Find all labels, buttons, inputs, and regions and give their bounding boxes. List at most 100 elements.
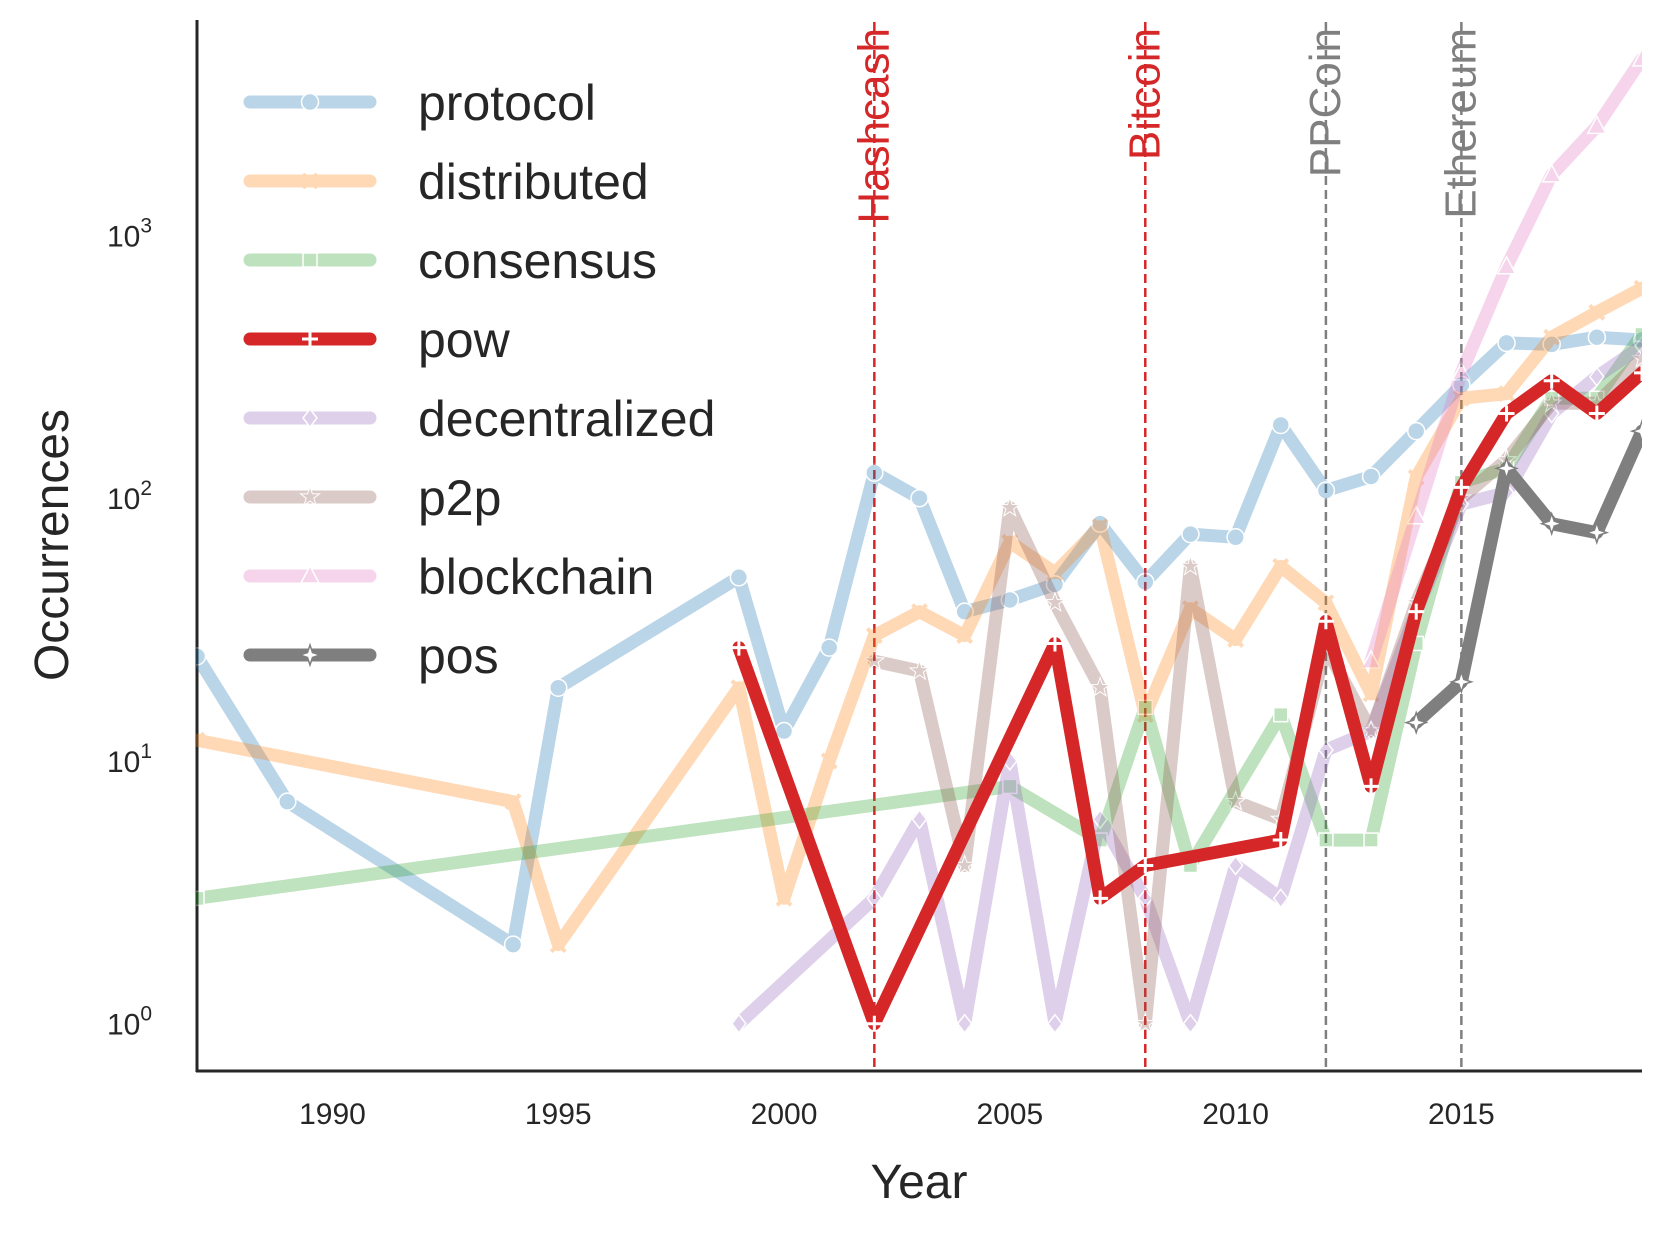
data-point-distributed-2002 [865, 627, 883, 645]
y-axis-ticks: 100 101 102 103 [107, 214, 152, 1041]
data-point-p2p-2005 [998, 496, 1021, 518]
data-point-protocol-2012 [1316, 481, 1336, 500]
y-tick-label-100: 102 [107, 477, 152, 516]
legend-marker-protocol [300, 92, 320, 112]
legend-swatch-consensus [243, 252, 377, 268]
data-point-distributed-2015 [1452, 389, 1470, 407]
data-point-consensus-2017 [1543, 390, 1560, 407]
data-point-pow-2006 [1046, 635, 1063, 652]
series-line-protocol [196, 330, 1642, 952]
legend-label-p2p: p2p [418, 470, 501, 526]
series-line-pos [1409, 424, 1642, 730]
data-point-distributed-1987 [196, 731, 206, 749]
series-line-distributed [196, 281, 1642, 952]
x-tick-label-1995: 1995 [525, 1098, 592, 1131]
series-protocol [196, 327, 1642, 954]
event-label-ppcoin: PPCoin [1301, 28, 1350, 177]
data-point-pow-2011 [1272, 832, 1289, 849]
series-line-p2p [867, 352, 1642, 1031]
legend-label-decentralized: decentralized [418, 391, 715, 447]
data-point-protocol-2003 [910, 488, 929, 508]
data-point-distributed-2019 [1633, 279, 1642, 297]
data-point-distributed-2004 [956, 627, 974, 645]
data-point-consensus-2013 [1363, 832, 1379, 848]
series-line-blockchain [1364, 52, 1642, 668]
data-point-decentralized-2010 [1227, 855, 1244, 876]
data-point-distributed-2010 [1227, 631, 1245, 648]
data-series [196, 47, 1642, 1034]
y-axis-label: Occurrences [26, 409, 79, 681]
data-point-p2p-2008 [1134, 1012, 1157, 1034]
legend-swatch-blockchain [243, 564, 377, 584]
data-point-distributed-1995 [549, 936, 567, 954]
series-distributed [196, 279, 1642, 954]
data-point-decentralized-2003 [911, 809, 928, 830]
event-label-hashcash: Hashcash [849, 28, 898, 224]
legend-item-p2p: p2p [243, 470, 501, 526]
data-point-blockchain-2014 [1405, 505, 1427, 525]
data-point-blockchain-2013 [1360, 649, 1382, 669]
series-pos [1403, 418, 1642, 736]
data-point-decentralized-2006 [1047, 1013, 1063, 1034]
data-point-distributed-2013 [1362, 685, 1380, 703]
legend-marker-consensus [302, 252, 318, 268]
data-point-distributed-1999 [730, 679, 748, 697]
data-point-distributed-2001 [820, 752, 838, 770]
data-point-pow-2012 [1317, 613, 1334, 630]
legend-item-pow: pow [243, 312, 511, 368]
series-pow [730, 364, 1642, 1032]
legend-marker-p2p [299, 485, 321, 507]
legend-swatch-p2p [243, 485, 377, 507]
data-point-blockchain-2019 [1631, 47, 1642, 67]
legend-marker-distributed [301, 172, 319, 190]
data-point-distributed-2017 [1543, 328, 1561, 346]
event-label-bitcoin: Bitcoin [1120, 28, 1169, 160]
data-point-p2p-2007 [1089, 676, 1112, 698]
x-tick-label-1990: 1990 [299, 1098, 366, 1131]
data-point-blockchain-2017 [1541, 163, 1562, 183]
event-markers: Hashcash Bitcoin PPCoin Ethereum [849, 22, 1485, 1071]
legend-label-pow: pow [418, 312, 511, 368]
data-point-consensus-2011 [1273, 706, 1289, 723]
data-point-pos-2015 [1448, 669, 1474, 695]
data-point-decentralized-2013 [1363, 720, 1380, 742]
data-point-protocol-2004 [955, 602, 974, 621]
data-point-protocol-1995 [549, 678, 568, 697]
x-tick-label-2010: 2010 [1202, 1098, 1269, 1131]
data-point-decentralized-2012 [1317, 739, 1334, 761]
data-point-protocol-1999 [729, 568, 749, 587]
data-point-protocol-2007 [1090, 514, 1110, 533]
data-point-protocol-2006 [1045, 575, 1065, 594]
data-point-decentralized-1999 [730, 1013, 747, 1034]
legend-item-pos: pos [243, 628, 499, 684]
data-point-distributed-2008 [1136, 706, 1154, 724]
y-tick-label-1: 100 [107, 1003, 152, 1042]
legend-item-protocol: protocol [243, 75, 596, 131]
data-point-consensus-2012 [1318, 832, 1334, 848]
data-point-protocol-2005 [1000, 590, 1020, 610]
data-point-protocol-1994 [503, 935, 523, 954]
data-point-distributed-2014 [1407, 468, 1425, 486]
data-point-consensus-2005 [1002, 778, 1018, 795]
data-point-protocol-2018 [1587, 327, 1607, 347]
legend-label-consensus: consensus [418, 233, 657, 289]
data-point-distributed-1994 [504, 793, 522, 811]
legend-swatch-decentralized [243, 407, 377, 429]
data-point-p2p-2009 [1179, 554, 1202, 576]
data-point-pow-1999 [730, 639, 747, 656]
data-point-decentralized-2019 [1634, 335, 1642, 357]
data-point-p2p-2019 [1631, 347, 1642, 368]
data-point-p2p-2010 [1224, 790, 1247, 811]
legend-item-consensus: consensus [243, 233, 657, 289]
data-point-blockchain-2015 [1451, 361, 1472, 381]
data-point-decentralized-2017 [1543, 403, 1560, 424]
legend-marker-pos [297, 642, 323, 668]
data-point-pow-2002 [866, 1015, 883, 1032]
event-label-ethereum: Ethereum [1436, 28, 1485, 219]
x-axis-label: Year [871, 1156, 968, 1209]
data-point-pow-2019 [1634, 364, 1642, 381]
x-axis-ticks: 1990 1995 2000 2005 2010 2015 [299, 1098, 1495, 1131]
data-point-distributed-2012 [1317, 594, 1335, 612]
data-point-distributed-2011 [1272, 558, 1290, 575]
data-point-decentralized-2002 [866, 888, 883, 909]
